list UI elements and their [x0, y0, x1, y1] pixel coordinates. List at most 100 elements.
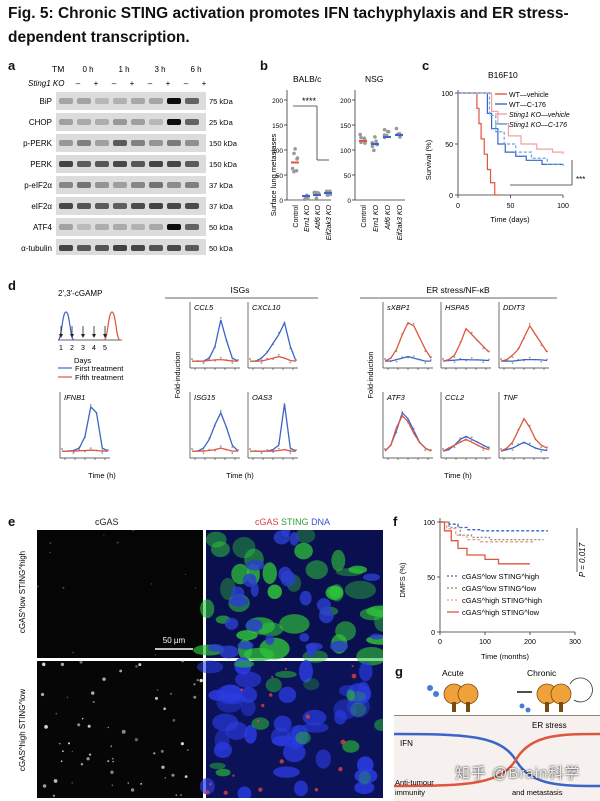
b-dot	[362, 136, 367, 141]
d-schematic-day: 1	[59, 345, 63, 352]
blot-band	[77, 245, 91, 251]
e-cgas-speck	[193, 683, 196, 686]
d-schematic-arrowhead	[70, 334, 74, 338]
e-sting-cell	[346, 689, 355, 702]
e-cgas-speck	[52, 794, 56, 797]
e-sting-cell	[295, 731, 311, 745]
blot-band	[59, 182, 73, 188]
e-row2-label: cGAS^high STING^low	[18, 689, 27, 771]
e-header-cgas: cGAS	[255, 517, 279, 527]
d-plot-point	[260, 452, 263, 454]
e-cgas-speck	[187, 749, 189, 751]
e-cgas-speck	[40, 692, 45, 697]
e-micrographs: 50 μm	[37, 530, 383, 798]
blot-strip	[56, 134, 206, 152]
e-cgas-spot	[271, 675, 274, 678]
e-cgas-speck	[194, 587, 197, 589]
blot-band	[77, 224, 91, 230]
d-plot-point	[412, 355, 415, 358]
e-cgas-speck	[111, 784, 114, 786]
timepoint-label: 0 h	[82, 65, 93, 74]
e-sting-cell	[275, 670, 297, 678]
blot-band	[77, 182, 91, 188]
e-dna-nucleus	[196, 660, 224, 674]
d-plot-point	[528, 442, 531, 445]
d-plot-point	[424, 449, 427, 452]
f-ylabel: DMFS (%)	[398, 562, 407, 597]
figure-title: Fig. 5: Chronic STING activation promote…	[8, 5, 569, 46]
blot-band	[95, 203, 109, 209]
e-sting-cell	[335, 568, 364, 577]
e-cgas-speck	[119, 669, 123, 673]
e-cgas-spot	[232, 774, 235, 777]
blot-band	[167, 203, 181, 209]
d-plot-point	[249, 358, 251, 360]
e-sting-cell	[358, 771, 371, 785]
blot-band	[185, 119, 199, 125]
sting-sign: –	[76, 79, 81, 88]
panel-c-chart: B16F10 Survival (%) 0 50 100 0 50 100 Time (d…	[424, 70, 585, 224]
timepoint-label: 6 h	[190, 65, 201, 74]
blot-strip	[56, 218, 206, 236]
blot-band	[113, 182, 127, 188]
e-sting-cell	[267, 584, 282, 600]
blot-band	[149, 224, 163, 230]
d-plot-point	[528, 356, 531, 359]
e-cgas-speck	[116, 541, 119, 544]
d-ylabel-er: Fold-induction	[366, 351, 375, 398]
d-plot-line	[384, 321, 432, 362]
e-cgas-speck	[112, 760, 114, 763]
d-plot-line	[250, 355, 297, 362]
f-dmfs-curve	[440, 521, 530, 565]
d-schematic-day: 2	[70, 345, 74, 352]
d-plot-title: ISG15	[194, 393, 216, 402]
e-cgas-spot	[261, 703, 265, 708]
d-schematic-arrowhead	[92, 334, 96, 338]
blot-band	[95, 140, 109, 146]
sting-sign: –	[184, 79, 189, 88]
e-cgas-speck	[164, 777, 166, 779]
b-left-tick-label: 150	[272, 123, 283, 130]
e-dna-nucleus	[298, 660, 314, 683]
e-cgas-speck	[127, 782, 129, 784]
d-plot-line	[500, 417, 548, 452]
d-plot-line	[192, 411, 239, 452]
e-cgas-speck	[138, 663, 142, 667]
blot-kda: 37 kDa	[209, 181, 234, 190]
blot-row-label: eIF2α	[31, 202, 52, 211]
d-plot-title: ATF3	[386, 393, 406, 402]
g-er: ER stress	[532, 721, 567, 730]
e-dna-nucleus	[245, 619, 263, 632]
d-plot-title: sXBP1	[387, 303, 410, 312]
e-cgas-speck	[154, 654, 157, 656]
e-cgas-speck	[71, 782, 73, 784]
d-plot-point	[528, 322, 531, 325]
sting-sign: +	[166, 79, 171, 88]
blot-band	[131, 161, 145, 167]
e-cgas-speck	[86, 757, 90, 761]
blot-band	[77, 161, 91, 167]
e-cgas-spot	[340, 739, 346, 745]
d-plot-line	[192, 358, 238, 362]
blot-kda: 25 kDa	[209, 118, 234, 127]
b-dot	[363, 141, 367, 145]
watermark-text: 知乎 @Brain科学	[455, 765, 581, 782]
c-xtick-label: 0	[456, 203, 460, 210]
c-ytick-label: 100	[441, 91, 453, 98]
d-plot-line	[62, 449, 108, 452]
b-significance: ****	[302, 96, 317, 106]
e-sting-cell	[350, 702, 367, 717]
b-right-tick-label: 0	[347, 198, 351, 205]
e-dna-nucleus	[369, 633, 383, 640]
e-left-header: cGAS	[95, 517, 119, 527]
b-dot	[325, 193, 330, 197]
b-category-label: Ern1 KO	[373, 204, 380, 231]
e-cgas-speck	[181, 659, 185, 663]
d-schematic-day: 4	[92, 345, 96, 352]
e-cgas-spot	[284, 667, 287, 670]
d-plot-point	[500, 448, 502, 450]
blot-band	[95, 182, 109, 188]
d-plot-point	[395, 360, 398, 363]
b-dot	[398, 135, 402, 139]
